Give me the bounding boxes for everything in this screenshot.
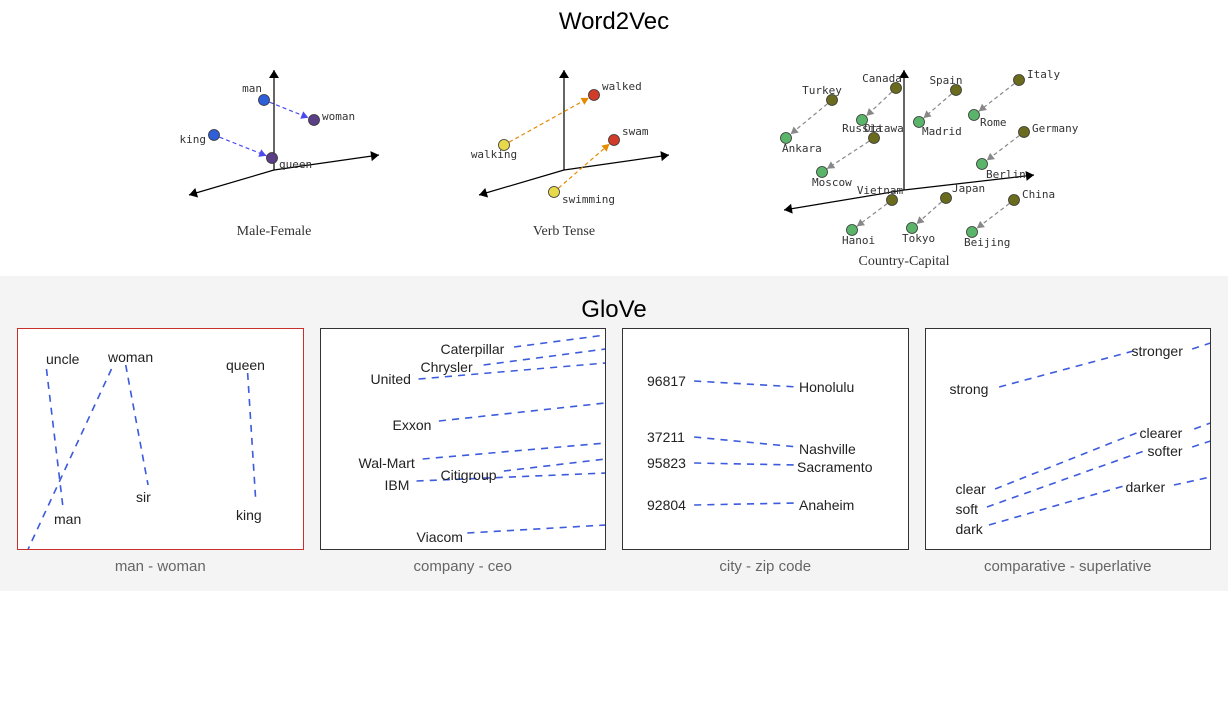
- glove-word-label: Wal-Mart: [359, 455, 415, 471]
- glove-word-label: stronger: [1132, 343, 1183, 359]
- glove-section: GloVe uncle woman queen man sir king man - wom…: [0, 276, 1228, 591]
- glove-word-label: clearer: [1140, 425, 1183, 441]
- glove-caption: company - ceo: [414, 558, 512, 575]
- point-label: man: [242, 82, 262, 95]
- w2v-caption: Country-Capital: [859, 254, 950, 270]
- glove-word-label: Sacramento: [797, 459, 872, 475]
- point-label: Moscow: [812, 176, 852, 189]
- w2v-chart: ItalyRomeSpainMadridCanadaOttawaTurkeyAn…: [724, 40, 1084, 250]
- word2vec-row: man woman king queen Male-Female walking walke…: [0, 40, 1228, 270]
- point-label: Ankara: [782, 142, 822, 155]
- point-label: Italy: [1027, 68, 1060, 81]
- glove-word-label: Anaheim: [799, 497, 854, 513]
- point-label: Russia: [842, 122, 882, 135]
- word2vec-title: Word2Vec: [0, 8, 1228, 36]
- w2v-panel: walking walked swimming swam Verb Tense: [434, 40, 694, 270]
- glove-word-label: Exxon: [393, 417, 432, 433]
- point-label: swimming: [562, 193, 615, 206]
- w2v-caption: Male-Female: [237, 224, 312, 240]
- point-label: queen: [279, 158, 312, 171]
- point-label: Vietnam: [857, 184, 904, 197]
- point-label: Turkey: [802, 84, 842, 97]
- glove-caption: comparative - superlative: [984, 558, 1152, 575]
- point-label: Spain: [929, 74, 962, 87]
- glove-box: Caterpillar Chrysler United Exxon Wal-Mart Ci…: [320, 328, 607, 550]
- point-label: Canada: [862, 72, 902, 85]
- glove-word-label: United: [371, 371, 411, 387]
- glove-word-label: Nashville: [799, 441, 856, 457]
- glove-box: strong stronger clearer softer clear soft dark…: [925, 328, 1212, 550]
- glove-title: GloVe: [18, 296, 1210, 324]
- glove-word-label: 92804: [647, 497, 686, 513]
- glove-word-label: Caterpillar: [441, 341, 505, 357]
- point-label: walking: [471, 148, 517, 161]
- point-label: Madrid: [922, 125, 962, 138]
- glove-word-label: strong: [950, 381, 989, 397]
- glove-box: 96817 Honolulu 37211 Nashville 95823 Sacramen…: [622, 328, 909, 550]
- glove-panel: Caterpillar Chrysler United Exxon Wal-Mart Ci…: [321, 328, 606, 575]
- glove-word-label: uncle: [46, 351, 79, 367]
- glove-word-label: Citigroup: [441, 467, 497, 483]
- glove-word-label: darker: [1126, 479, 1166, 495]
- glove-word-label: IBM: [385, 477, 410, 493]
- point-label: swam: [622, 125, 649, 138]
- point-label: king: [180, 133, 207, 146]
- glove-caption: man - woman: [115, 558, 206, 575]
- glove-row: uncle woman queen man sir king man - woman Cate…: [18, 328, 1210, 575]
- glove-word-label: 96817: [647, 373, 686, 389]
- word2vec-section: Word2Vec man woman king queen Male-Female wal…: [0, 8, 1228, 270]
- point-label: Tokyo: [902, 232, 935, 245]
- glove-box: uncle woman queen man sir king: [17, 328, 304, 550]
- point-label: Rome: [980, 116, 1007, 129]
- point-label: walked: [602, 80, 642, 93]
- w2v-chart: walking walked swimming swam: [434, 40, 694, 220]
- glove-word-label: sir: [136, 489, 151, 505]
- glove-word-label: king: [236, 507, 262, 523]
- glove-word-label: 37211: [647, 429, 685, 445]
- glove-word-label: 95823: [647, 455, 686, 471]
- point-label: Japan: [952, 182, 985, 195]
- point-label: Hanoi: [842, 234, 875, 247]
- glove-panel: strong stronger clearer softer clear soft dark…: [926, 328, 1211, 575]
- point-label: China: [1022, 188, 1055, 201]
- glove-word-label: Honolulu: [799, 379, 854, 395]
- w2v-panel: man woman king queen Male-Female: [144, 40, 404, 270]
- w2v-caption: Verb Tense: [533, 224, 595, 240]
- glove-word-label: dark: [956, 521, 983, 537]
- glove-word-label: queen: [226, 357, 265, 373]
- glove-word-label: Chrysler: [421, 359, 473, 375]
- point-label: Beijing: [964, 236, 1010, 249]
- glove-panel: uncle woman queen man sir king man - woman: [18, 328, 303, 575]
- glove-word-label: woman: [108, 349, 153, 365]
- glove-caption: city - zip code: [719, 558, 811, 575]
- glove-word-label: Viacom: [417, 529, 463, 545]
- w2v-chart: man woman king queen: [144, 40, 404, 220]
- glove-word-label: soft: [956, 501, 979, 517]
- glove-word-label: clear: [956, 481, 986, 497]
- point-label: woman: [322, 110, 355, 123]
- point-label: Berlin: [986, 168, 1026, 181]
- glove-word-label: man: [54, 511, 81, 527]
- glove-panel: 96817 Honolulu 37211 Nashville 95823 Sacramen…: [623, 328, 908, 575]
- point-label: Germany: [1032, 122, 1079, 135]
- glove-word-label: softer: [1148, 443, 1183, 459]
- w2v-panel: ItalyRomeSpainMadridCanadaOttawaTurkeyAn…: [724, 40, 1084, 270]
